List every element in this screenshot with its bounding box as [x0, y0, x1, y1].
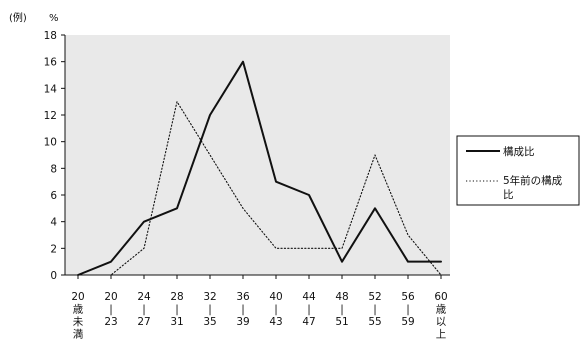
- x-tick-label-line: 44: [302, 291, 316, 303]
- y-axis-ticks: 0 2 4 6 8 10 12 14 16 18: [44, 30, 65, 282]
- x-tick-label-line: |: [109, 304, 113, 316]
- y-tick-label: 4: [50, 217, 57, 229]
- x-tick-label-line: |: [241, 304, 245, 316]
- x-axis-ticks: 20歳未満20|2324|2728|3132|3536|3940|4344|47…: [71, 275, 448, 341]
- x-tick-label-line: 満: [73, 329, 84, 341]
- x-tick-label-line: 20: [104, 291, 117, 303]
- x-tick-label-line: 32: [203, 291, 216, 303]
- x-tick-label-line: 35: [203, 316, 216, 328]
- x-tick-label-group: 40|43: [269, 291, 282, 328]
- y-tick-label: 18: [44, 30, 57, 42]
- series-line-solid: [77, 60, 442, 276]
- x-tick-label-line: 56: [401, 291, 415, 303]
- x-tick-label-line: |: [406, 304, 410, 316]
- y-tick-label: 8: [50, 163, 57, 175]
- x-tick-label-line: 以: [436, 316, 447, 328]
- x-tick-label-group: 24|27: [137, 291, 151, 328]
- x-tick-label-line: 歳: [436, 304, 447, 316]
- x-tick-label-group: 56|59: [401, 291, 415, 328]
- series-line-dotted: [77, 101, 442, 276]
- x-tick-label-line: 未: [73, 316, 84, 328]
- x-tick-label-line: |: [373, 304, 377, 316]
- legend-box: 構成比 5年前の構成 比: [456, 135, 580, 206]
- x-tick-label-line: |: [340, 304, 344, 316]
- x-tick-label-group: 20|23: [104, 291, 117, 328]
- x-tick-label-line: |: [274, 304, 278, 316]
- x-tick-label-line: 23: [104, 316, 117, 328]
- x-tick-label-line: 20: [71, 291, 84, 303]
- x-tick-label-group: 32|35: [203, 291, 216, 328]
- x-tick-label-line: |: [307, 304, 311, 316]
- x-tick-label-line: 55: [368, 316, 381, 328]
- x-tick-label-line: 40: [269, 291, 282, 303]
- x-tick-label-line: 31: [170, 316, 183, 328]
- x-tick-label-line: 43: [269, 316, 282, 328]
- x-tick-label-line: 27: [137, 316, 150, 328]
- x-tick-label-line: 上: [436, 329, 447, 341]
- x-tick-label-line: 36: [236, 291, 250, 303]
- legend-dotted-label-line-1: 5年前の構成: [503, 174, 563, 187]
- x-tick-label-line: 24: [137, 291, 151, 303]
- corner-label: (例): [9, 11, 27, 24]
- x-tick-label-line: |: [175, 304, 179, 316]
- legend-dotted-label-line-2: 比: [503, 188, 514, 201]
- y-tick-label: 0: [50, 270, 57, 282]
- x-tick-label-line: 52: [368, 291, 381, 303]
- legend-frame: [456, 135, 580, 206]
- x-tick-label-line: |: [208, 304, 212, 316]
- legend-solid-label: 構成比: [503, 145, 535, 158]
- x-tick-label-line: 39: [236, 316, 249, 328]
- x-tick-label-group: 44|47: [302, 291, 316, 328]
- plot-area: [65, 35, 450, 275]
- x-tick-label-line: 51: [335, 316, 348, 328]
- x-tick-label-line: 歳: [73, 304, 84, 316]
- y-tick-label: 6: [50, 190, 57, 202]
- y-tick-label: 14: [44, 83, 58, 95]
- x-tick-label-line: 48: [335, 291, 348, 303]
- x-tick-label-line: 28: [170, 291, 183, 303]
- x-tick-label-line: |: [142, 304, 146, 316]
- y-tick-label: 12: [44, 110, 57, 122]
- x-tick-label-line: 60: [434, 291, 447, 303]
- y-tick-label: 10: [44, 137, 57, 149]
- x-tick-label-line: 47: [302, 316, 315, 328]
- x-tick-label-line: 59: [401, 316, 414, 328]
- x-tick-label-group: 52|55: [368, 291, 381, 328]
- y-tick-label: 2: [50, 243, 57, 255]
- x-tick-label-group: 36|39: [236, 291, 250, 328]
- y-axis-unit-label: %: [49, 13, 59, 24]
- y-tick-label: 16: [44, 57, 58, 69]
- x-tick-label-group: 48|51: [335, 291, 348, 328]
- series-layer: [77, 60, 442, 276]
- x-tick-label-group: 28|31: [170, 291, 183, 328]
